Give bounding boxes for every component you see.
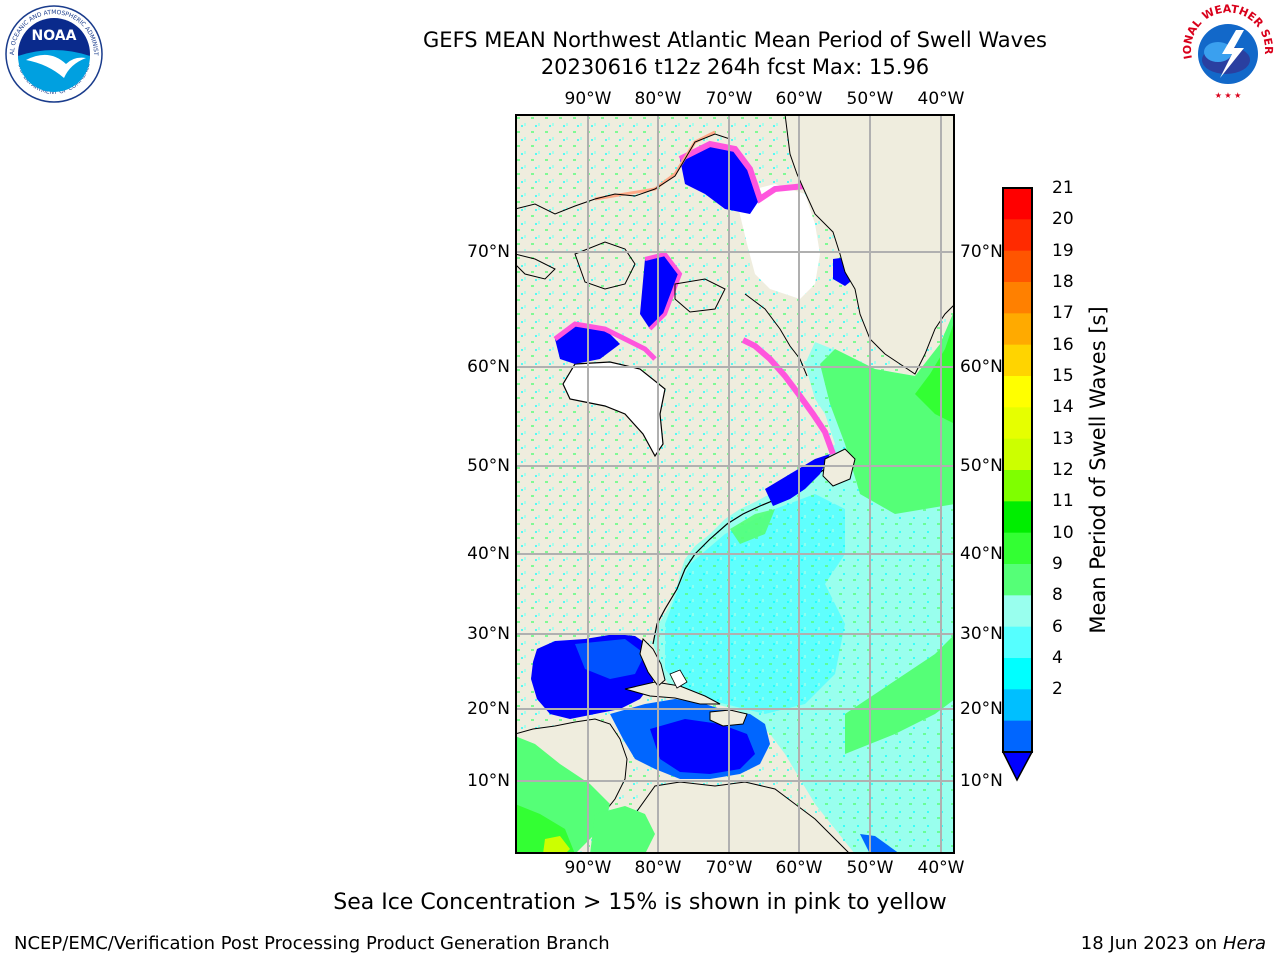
pacific-swell-field (543, 836, 570, 854)
footer-date: 18 Jun 2023 on Hera (1081, 933, 1266, 954)
lat-label-left: 50°N (467, 456, 510, 476)
svg-text:NOAA: NOAA (32, 28, 77, 44)
colorbar-swatch (1003, 407, 1032, 440)
swell-period-map (515, 114, 955, 854)
colorbar-tick-label: 21 (1052, 178, 1074, 198)
lon-label-bottom: 80°W (634, 858, 682, 878)
noaa-logo: NATIONAL OCEANIC AND ATMOSPHERIC ADMINIS… (4, 4, 103, 103)
colorbar-tick-label: 10 (1052, 522, 1074, 543)
colorbar-frame (1002, 187, 1033, 753)
ocean-swell-field (915, 319, 955, 424)
lat-label-left: 60°N (467, 357, 510, 377)
lon-label-bottom: 60°W (775, 858, 823, 878)
colorbar-tick-label: 20 (1052, 209, 1074, 230)
colorbar-swatch (1003, 282, 1032, 314)
lon-label-bottom: 90°W (564, 858, 612, 878)
gulf-of-mexico (575, 639, 645, 679)
lat-label-right: 60°N (960, 357, 1003, 377)
colorbar-tick-label: 18 (1052, 272, 1074, 292)
colorbar-swatch (1003, 720, 1032, 753)
colorbar-tick-label: 4 (1052, 648, 1063, 668)
colorbar-swatch (1003, 250, 1032, 283)
colorbar-under-arrow (1001, 751, 1034, 782)
lat-label-right: 10°N (960, 771, 1003, 791)
colorbar-swatch (1003, 344, 1032, 377)
lon-label-top: 90°W (564, 89, 612, 109)
lon-label-bottom: 50°W (846, 858, 894, 878)
coastline-arctic (515, 133, 731, 215)
lon-label-top: 60°W (775, 89, 823, 109)
colorbar-swatch (1003, 438, 1032, 471)
land-newfoundland (822, 448, 856, 487)
ocean-swell-field (845, 634, 955, 754)
baffin-bay-blue (680, 144, 760, 214)
lat-label-left: 20°N (467, 699, 510, 719)
pacific-swell-field (590, 806, 655, 854)
land-south-america (614, 781, 851, 854)
colorbar-label: Mean Period of Swell Waves [s] (1086, 306, 1110, 634)
footer-date-text: 18 Jun 2023 on (1080, 933, 1218, 954)
colorbar-tick-label: 19 (1052, 240, 1074, 261)
colorbar-swatch (1003, 188, 1032, 220)
colorbar-swatch (1003, 658, 1032, 690)
colorbar-tick-label: 11 (1052, 491, 1074, 512)
colorbar-tick-label: 14 (1052, 397, 1074, 418)
colorbar-swatch (1003, 470, 1032, 502)
lat-label-left: 70°N (467, 242, 510, 262)
colorbar-tick-label: 6 (1052, 616, 1063, 637)
land-bahamas (669, 669, 688, 689)
lat-label-right: 50°N (960, 456, 1003, 476)
lon-label-top: 80°W (634, 89, 682, 109)
colorbar-swatch (1003, 564, 1032, 596)
colorbar-tick-label: 12 (1052, 460, 1074, 480)
colorbar-tick-label: 17 (1052, 303, 1074, 324)
colorbar-swatch (1003, 313, 1032, 346)
colorbar-tick-label: 2 (1052, 679, 1063, 700)
chart-subtitle: 20230616 t12z 264h fcst Max: 15.96 (540, 55, 930, 79)
lat-label-right: 40°N (960, 544, 1003, 564)
graticule (515, 114, 955, 854)
coastline-arctic (744, 293, 808, 377)
lat-label-right: 20°N (960, 699, 1003, 719)
lat-label-left: 40°N (467, 544, 510, 564)
coastline-arctic (674, 278, 726, 313)
nws-logo: NATIONAL WEATHER SERVICE ★ ★ ★ (1178, 2, 1276, 100)
svg-text:★ ★ ★: ★ ★ ★ (1215, 91, 1242, 100)
colorbar-swatch (1003, 532, 1032, 565)
colorbar-tick-label: 9 (1052, 554, 1063, 574)
lat-label-right: 30°N (960, 624, 1003, 644)
hudson-bay-blue (640, 254, 680, 329)
colorbar-tick-label: 16 (1052, 334, 1074, 355)
map-frame (515, 114, 955, 854)
sea-ice-edge (553, 321, 657, 361)
footer-branch: NCEP/EMC/Verification Post Processing Pr… (14, 933, 610, 954)
lon-label-top: 50°W (846, 89, 894, 109)
colorbar-swatch (1003, 219, 1032, 252)
ocean-swell-field (730, 509, 775, 544)
lon-label-bottom: 70°W (705, 858, 753, 878)
lon-label-top: 70°W (705, 89, 753, 109)
colorbar-swatch (1003, 501, 1032, 534)
colorbar-tick-label: 8 (1052, 585, 1063, 606)
lat-label-left: 10°N (467, 771, 510, 791)
lon-label-bottom: 40°W (917, 858, 965, 878)
colorbar-tick-label: 15 (1052, 366, 1074, 386)
sea-ice-note: Sea Ice Concentration > 15% is shown in … (333, 890, 947, 915)
colorbar-swatch (1003, 376, 1032, 408)
colorbar-swatch (1003, 595, 1032, 628)
footer-machine: Hera (1222, 933, 1266, 954)
colorbar-swatch (1003, 689, 1032, 722)
lat-label-right: 70°N (960, 242, 1003, 262)
colorbar-swatch (1003, 626, 1032, 659)
chart-title: GEFS MEAN Northwest Atlantic Mean Period… (423, 28, 1047, 52)
lat-label-left: 30°N (467, 624, 510, 644)
sea-ice-edge (741, 337, 836, 456)
colorbar (1001, 187, 1034, 782)
lon-label-top: 40°W (917, 89, 965, 109)
coastline-arctic (515, 253, 556, 280)
colorbar-tick-label: 13 (1052, 428, 1074, 449)
